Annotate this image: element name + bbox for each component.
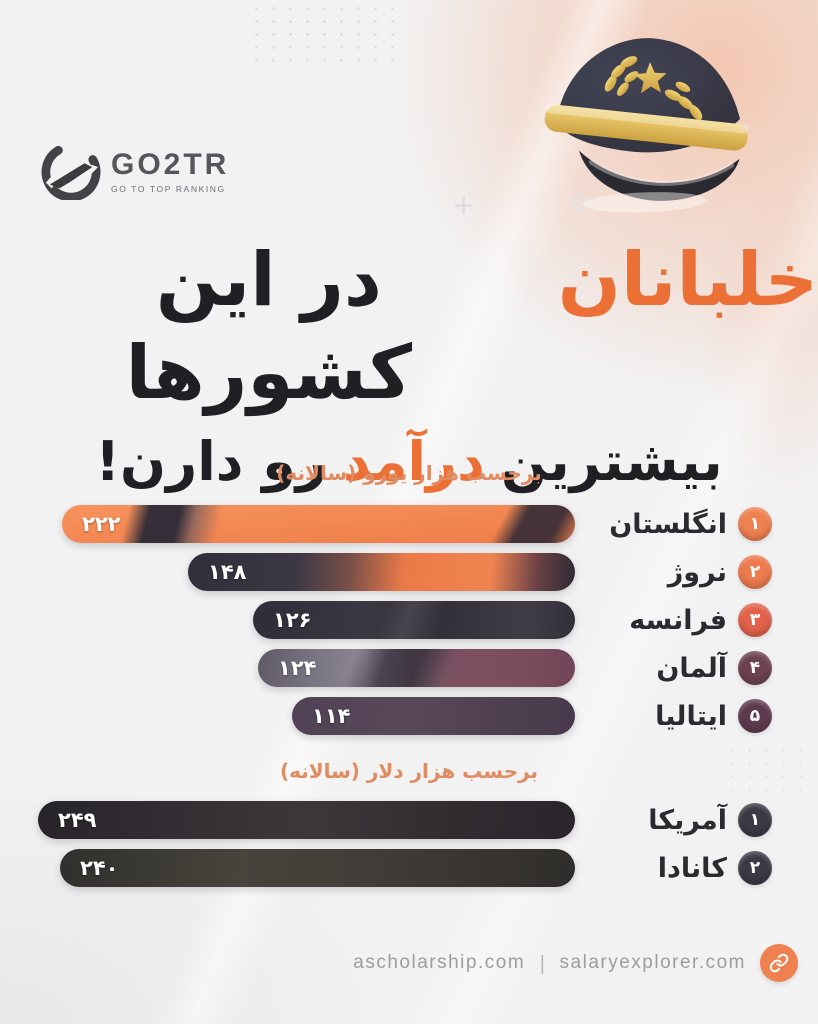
airplane-circle-icon (41, 145, 101, 200)
chart-row-usa: ۲۴۹ ۱ آمریکا (0, 796, 818, 844)
country-name: آلمان (656, 652, 727, 684)
title-word-highest: بیشترین (500, 430, 723, 493)
bar-value: ۱۴۸ (208, 560, 247, 584)
chart-row-england: ۲۲۲ ۱ انگلستان (0, 500, 818, 548)
bar-value: ۲۴۹ (58, 808, 97, 832)
title-word-pilots: خلبانان (557, 237, 818, 323)
rank-badge: ۵ (738, 699, 772, 733)
country-name: ایتالیا (655, 700, 727, 732)
country-name: نروژ (667, 556, 727, 588)
rank-badge: ۳ (738, 603, 772, 637)
bar-value: ۱۲۴ (278, 656, 317, 680)
country-name: انگلستان (609, 508, 727, 540)
label-canada: ۲ کانادا (658, 844, 772, 892)
bar-england: ۲۲۲ (62, 505, 575, 543)
pilot-cap-icon (544, 38, 749, 213)
country-name: فرانسه (629, 604, 727, 636)
label-germany: ۴ آلمان (656, 644, 772, 692)
section-eur: برحسب هزار یورو (سالانه) ۲۲۲ ۱ انگلستان … (0, 460, 818, 740)
rank-badge: ۴ (738, 651, 772, 685)
country-name: آمریکا (648, 804, 727, 836)
rank-badge: ۱ (738, 803, 772, 837)
section-subtitle-eur: برحسب هزار یورو (سالانه) (276, 461, 542, 485)
bar-norway: ۱۴۸ (188, 553, 575, 591)
footer-divider: | (539, 952, 546, 974)
plus-icon: + (452, 188, 476, 221)
chart-row-italy: ۱۱۴ ۵ ایتالیا (0, 692, 818, 740)
logo-name: GO2TR (111, 148, 230, 181)
dot-grid-pattern (248, 2, 408, 68)
footer: ascholarship.com | salaryexplorer.com (0, 944, 798, 982)
bar-germany: ۱۲۴ (258, 649, 575, 687)
rank-badge: ۱ (738, 507, 772, 541)
page-title: خلبانان در این کشورها بیشترین درآمد رو د… (0, 234, 818, 497)
salary-bar-chart: برحسب هزار یورو (سالانه) ۲۲۲ ۱ انگلستان … (0, 460, 818, 892)
bar-usa: ۲۴۹ (38, 801, 575, 839)
section-usd: برحسب هزار دلار (سالانه) ۲۴۹ ۱ آمریکا ۲۴… (0, 758, 818, 892)
label-usa: ۱ آمریکا (648, 796, 772, 844)
bar-value: ۱۲۶ (273, 608, 312, 632)
logo-tagline: GO TO TOP RANKING (111, 184, 226, 194)
rank-badge: ۲ (738, 555, 772, 589)
bar-value: ۲۲۲ (82, 512, 121, 536)
title-word-income: درآمد (342, 430, 485, 493)
chart-row-france: ۱۲۶ ۳ فرانسه (0, 596, 818, 644)
link-icon (760, 944, 798, 982)
label-italy: ۵ ایتالیا (655, 692, 772, 740)
bar-value: ۲۴۰ (80, 856, 119, 880)
section-subtitle-usd: برحسب هزار دلار (سالانه) (279, 759, 539, 783)
label-norway: ۲ نروژ (668, 548, 772, 596)
footer-site-salaryexplorer: salaryexplorer.com (559, 952, 746, 973)
title-word-countries: در این کشورها (125, 237, 413, 416)
chart-row-germany: ۱۲۴ ۴ آلمان (0, 644, 818, 692)
title-word-have: رو دارن! (95, 430, 327, 493)
go2tr-logo: GO2TR GO TO TOP RANKING (40, 144, 229, 200)
chart-row-canada: ۲۴۰ ۲ کانادا (0, 844, 818, 892)
footer-site-ascholarship: ascholarship.com (353, 952, 526, 973)
title-line-2: بیشترین درآمد رو دارن! (0, 427, 818, 497)
label-england: ۱ انگلستان (609, 500, 772, 548)
label-france: ۳ فرانسه (629, 596, 772, 644)
rank-badge: ۲ (738, 851, 772, 885)
chart-row-norway: ۱۴۸ ۲ نروژ (0, 548, 818, 596)
bar-france: ۱۲۶ (253, 601, 575, 639)
country-name: کانادا (657, 852, 727, 884)
bar-value: ۱۱۴ (312, 704, 351, 728)
bar-italy: ۱۱۴ (292, 697, 575, 735)
title-line-1: خلبانان در این کشورها (0, 234, 818, 419)
bar-canada: ۲۴۰ (60, 849, 575, 887)
